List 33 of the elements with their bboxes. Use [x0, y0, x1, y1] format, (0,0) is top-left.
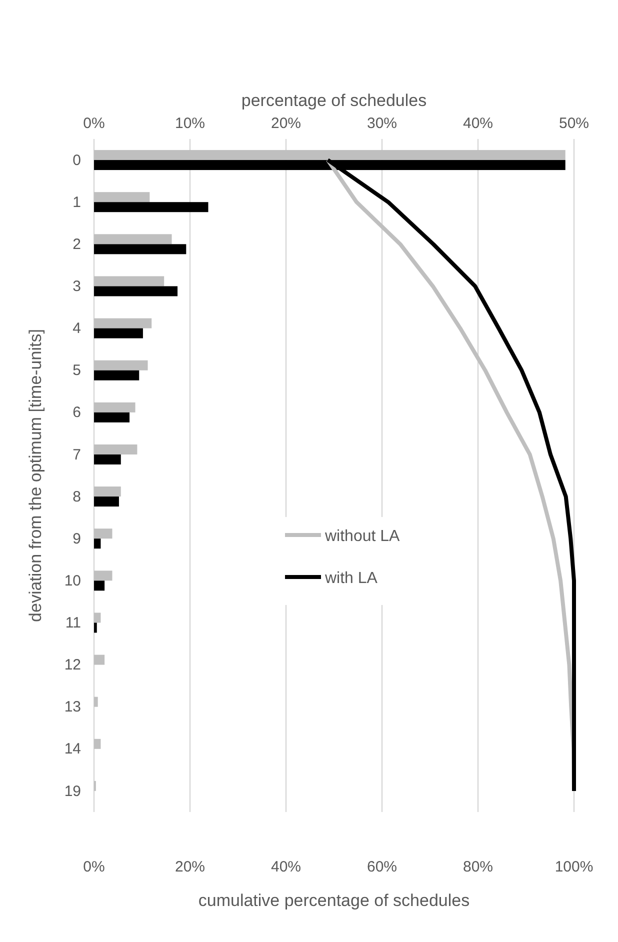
y-tick-label: 12: [64, 656, 81, 674]
y-tick-label: 6: [72, 404, 81, 422]
x-tick-label: 20%: [174, 858, 206, 876]
x2-tick-label: 20%: [270, 115, 302, 132]
y-axis-title: deviation from the optimum [time-units]: [26, 329, 45, 622]
y-tick-label: 8: [72, 488, 81, 506]
x2-tick-label: 50%: [558, 115, 590, 132]
x-tick-label: 60%: [366, 858, 398, 876]
x-tick-label: 100%: [554, 858, 594, 876]
y-tick-label: 7: [72, 446, 81, 464]
x2-tick-label: 0%: [83, 115, 105, 132]
legend-label: without LA: [324, 528, 400, 545]
y-tick-label: 13: [64, 698, 81, 716]
x2-tick-label: 30%: [366, 115, 398, 132]
y-tick-label: 14: [64, 740, 81, 758]
x2-tick-label: 10%: [174, 115, 206, 132]
x2-axis-title: percentage of schedules: [241, 91, 427, 110]
y-tick-label: 10: [64, 572, 81, 590]
y-tick-label: 11: [65, 614, 81, 632]
y-tick-label: 19: [64, 782, 81, 800]
y-tick-label: 9: [72, 530, 81, 548]
legend-label: with LA: [324, 570, 378, 587]
y-tick-label: 1: [72, 194, 81, 211]
x2-tick-label: 40%: [462, 115, 494, 132]
y-tick-label: 2: [72, 236, 81, 253]
y-tick-label: 3: [72, 278, 81, 296]
x-axis-title: cumulative percentage of schedules: [198, 891, 470, 910]
y-tick-label: 5: [72, 362, 81, 380]
y-tick-label: 4: [72, 320, 81, 338]
y-tick-label: 0: [72, 152, 81, 169]
x-tick-label: 40%: [270, 858, 302, 876]
x-tick-label: 0%: [83, 858, 105, 876]
x-tick-label: 80%: [462, 858, 494, 876]
